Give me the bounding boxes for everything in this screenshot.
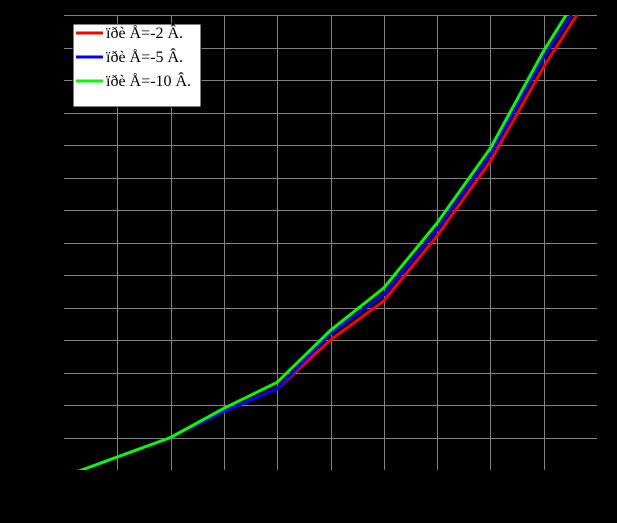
series-line-3 bbox=[77, 15, 568, 470]
legend-item-2: ïðè Å=-5 Â. bbox=[76, 47, 183, 66]
legend-items: ïðè Å=-2 Â. ïðè Å=-5 Â. ïðè Å=-10 Â. bbox=[76, 23, 191, 90]
legend-box bbox=[72, 23, 202, 108]
legend-label: ïðè Å=-5 Â. bbox=[105, 47, 183, 66]
legend: ïðè Å=-2 Â. ïðè Å=-5 Â. ïðè Å=-10 Â. bbox=[72, 23, 202, 108]
legend-label: ïðè Å=-10 Â. bbox=[105, 71, 191, 90]
legend-label: ïðè Å=-2 Â. bbox=[105, 23, 183, 42]
legend-item-3: ïðè Å=-10 Â. bbox=[76, 71, 191, 90]
legend-item-1: ïðè Å=-2 Â. bbox=[76, 23, 183, 42]
series-layer bbox=[77, 15, 579, 470]
plot-area bbox=[77, 15, 579, 470]
